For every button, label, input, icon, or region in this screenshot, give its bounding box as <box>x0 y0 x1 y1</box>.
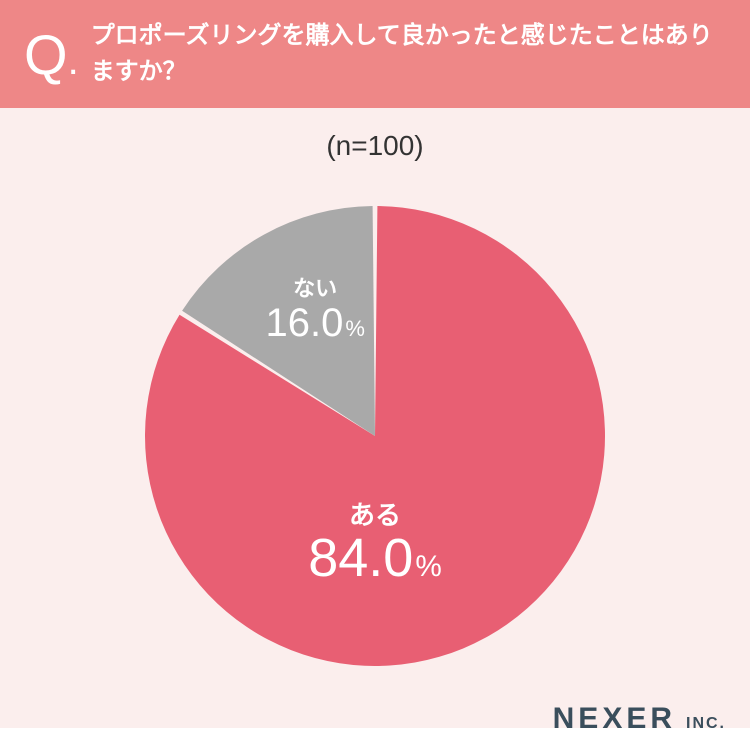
pie-slice-label-1: ない16.0% <box>265 277 364 345</box>
footer-brand: NEXER INC. <box>553 702 726 736</box>
q-dot: . <box>68 39 77 84</box>
q-mark: Q . <box>24 22 77 87</box>
slice-name: ない <box>265 277 364 301</box>
chart-area: (n=100) ある84.0% ない16.0% <box>0 108 750 728</box>
question-text: プロポーズリングを購入して良かったと感じたことはありますか？ <box>91 18 726 90</box>
footer-brand-main: NEXER <box>553 702 676 736</box>
sample-size-label: (n=100) <box>0 108 750 162</box>
q-letter: Q <box>24 22 66 87</box>
footer-brand-sub: INC. <box>686 715 726 733</box>
pie-slice-label-0: ある84.0% <box>308 501 442 589</box>
pie-svg <box>145 206 605 666</box>
pie-chart: ある84.0% ない16.0% <box>145 206 605 666</box>
question-header: Q . プロポーズリングを購入して良かったと感じたことはありますか？ <box>0 0 750 108</box>
slice-name: ある <box>308 501 442 530</box>
slice-value: 84.0% <box>308 528 442 588</box>
slice-value: 16.0% <box>265 302 364 346</box>
